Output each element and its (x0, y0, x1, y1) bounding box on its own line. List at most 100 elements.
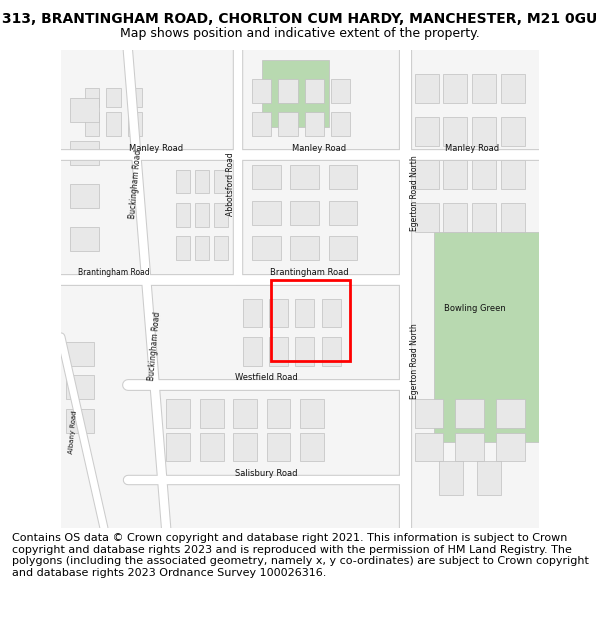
Text: Contains OS data © Crown copyright and database right 2021. This information is : Contains OS data © Crown copyright and d… (12, 533, 589, 578)
Bar (415, 432, 443, 461)
Text: Bowling Green: Bowling Green (443, 304, 505, 312)
Bar (166, 399, 190, 428)
Bar (477, 461, 501, 494)
Text: Westfield Road: Westfield Road (235, 373, 298, 382)
Bar (85, 112, 99, 136)
Polygon shape (70, 227, 99, 251)
Text: 313, BRANTINGHAM ROAD, CHORLTON CUM HARDY, MANCHESTER, M21 0GU: 313, BRANTINGHAM ROAD, CHORLTON CUM HARD… (2, 12, 598, 26)
Bar (214, 236, 228, 261)
Bar (295, 337, 314, 366)
Bar (305, 79, 324, 102)
Text: Salisbury Road: Salisbury Road (235, 469, 298, 478)
Bar (290, 165, 319, 189)
Bar (472, 160, 496, 189)
Bar (443, 74, 467, 102)
Bar (233, 399, 257, 428)
Bar (439, 461, 463, 494)
Bar (329, 236, 358, 261)
Bar (128, 88, 142, 107)
Text: Egerton Road North: Egerton Road North (410, 156, 419, 231)
Bar (252, 165, 281, 189)
Bar (501, 74, 525, 102)
Bar (85, 88, 99, 107)
Bar (415, 399, 443, 428)
Polygon shape (66, 409, 94, 432)
Bar (329, 165, 358, 189)
Bar (415, 117, 439, 146)
Text: Manley Road: Manley Road (292, 144, 346, 152)
Bar (290, 201, 319, 224)
Polygon shape (70, 141, 99, 165)
Bar (252, 79, 271, 102)
Bar (501, 203, 525, 232)
Bar (200, 399, 223, 428)
Bar (266, 399, 290, 428)
Text: Manley Road: Manley Road (130, 144, 184, 152)
Bar (305, 112, 324, 136)
Text: Albany Road: Albany Road (68, 411, 78, 454)
Bar (472, 117, 496, 146)
Bar (214, 169, 228, 193)
Bar (501, 160, 525, 189)
Polygon shape (70, 98, 99, 122)
Bar (443, 117, 467, 146)
Bar (266, 432, 290, 461)
Bar (106, 112, 121, 136)
Bar (128, 112, 142, 136)
Bar (455, 432, 484, 461)
Bar (322, 337, 341, 366)
Bar (195, 169, 209, 193)
Polygon shape (434, 232, 539, 442)
Bar (252, 236, 281, 261)
Bar (290, 236, 319, 261)
Bar (271, 279, 350, 361)
Bar (176, 236, 190, 261)
Bar (472, 74, 496, 102)
Text: Brantingham Road: Brantingham Road (270, 268, 349, 277)
Text: Brantingham Road: Brantingham Road (77, 268, 149, 277)
Bar (252, 112, 271, 136)
Bar (278, 79, 298, 102)
Bar (300, 399, 324, 428)
Text: Buckingham Road: Buckingham Road (128, 149, 143, 219)
Bar (496, 432, 525, 461)
Bar (200, 432, 223, 461)
Bar (415, 74, 439, 102)
Text: Buckingham Road: Buckingham Road (146, 311, 161, 381)
Bar (501, 117, 525, 146)
Bar (300, 432, 324, 461)
Bar (443, 203, 467, 232)
Bar (176, 169, 190, 193)
Bar (455, 399, 484, 428)
Polygon shape (70, 184, 99, 208)
Bar (322, 299, 341, 328)
Bar (166, 432, 190, 461)
Bar (496, 399, 525, 428)
Bar (233, 432, 257, 461)
Bar (443, 160, 467, 189)
Bar (106, 88, 121, 107)
Bar (242, 299, 262, 328)
Bar (214, 203, 228, 227)
Bar (269, 337, 288, 366)
Text: Abbotsford Road: Abbotsford Road (226, 152, 235, 216)
Text: Map shows position and indicative extent of the property.: Map shows position and indicative extent… (120, 28, 480, 40)
Polygon shape (262, 59, 329, 126)
Polygon shape (66, 375, 94, 399)
Bar (176, 203, 190, 227)
Bar (295, 299, 314, 328)
Bar (415, 160, 439, 189)
Bar (415, 203, 439, 232)
Text: Egerton Road North: Egerton Road North (410, 323, 419, 399)
Bar (331, 112, 350, 136)
Bar (195, 236, 209, 261)
Bar (195, 203, 209, 227)
Text: Manley Road: Manley Road (445, 144, 499, 152)
Bar (329, 201, 358, 224)
Polygon shape (66, 342, 94, 366)
Bar (278, 112, 298, 136)
Bar (331, 79, 350, 102)
Bar (269, 299, 288, 328)
Bar (252, 201, 281, 224)
Bar (242, 337, 262, 366)
